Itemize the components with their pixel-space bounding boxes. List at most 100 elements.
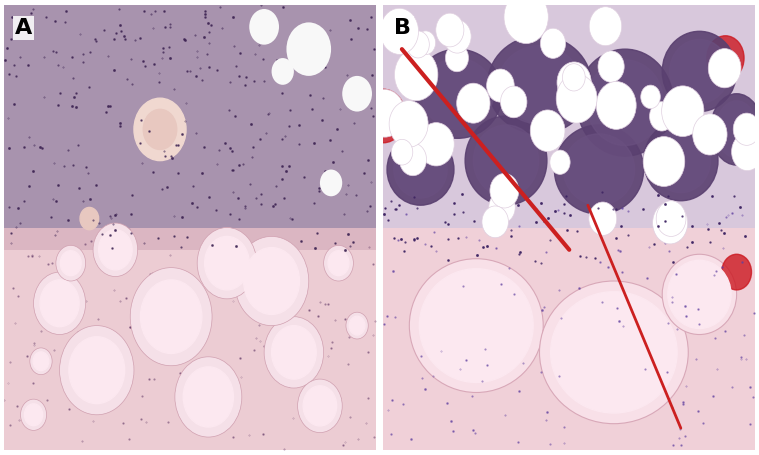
Circle shape [235, 237, 309, 326]
Circle shape [59, 326, 134, 415]
Circle shape [320, 170, 342, 196]
Circle shape [346, 312, 368, 339]
Circle shape [323, 245, 354, 281]
Ellipse shape [587, 60, 663, 146]
Circle shape [562, 79, 587, 110]
Ellipse shape [551, 292, 677, 413]
Circle shape [641, 85, 660, 109]
Circle shape [80, 207, 99, 230]
Circle shape [389, 101, 428, 147]
Ellipse shape [577, 49, 673, 156]
Circle shape [708, 49, 741, 88]
Circle shape [93, 223, 137, 277]
Circle shape [693, 114, 727, 155]
Circle shape [272, 326, 317, 379]
Circle shape [365, 90, 405, 137]
Circle shape [557, 62, 591, 103]
Ellipse shape [387, 134, 454, 205]
Ellipse shape [669, 39, 729, 104]
Circle shape [298, 379, 342, 433]
Circle shape [60, 251, 81, 276]
Circle shape [134, 98, 186, 161]
Circle shape [589, 202, 617, 236]
Ellipse shape [716, 101, 757, 158]
Circle shape [392, 139, 413, 165]
Circle shape [489, 192, 515, 223]
Circle shape [197, 228, 257, 299]
Circle shape [40, 280, 79, 327]
Circle shape [443, 20, 471, 53]
Ellipse shape [644, 121, 718, 201]
Circle shape [99, 230, 132, 270]
Circle shape [662, 86, 704, 136]
Circle shape [487, 69, 515, 102]
Circle shape [540, 28, 565, 58]
Circle shape [244, 248, 300, 314]
Polygon shape [4, 5, 376, 250]
Ellipse shape [409, 259, 543, 393]
Circle shape [143, 109, 177, 149]
Circle shape [457, 83, 490, 123]
Circle shape [33, 272, 86, 334]
Circle shape [131, 268, 212, 366]
Text: B: B [395, 18, 411, 38]
Circle shape [56, 245, 86, 281]
Bar [376, 0, 383, 455]
Circle shape [205, 237, 249, 290]
Ellipse shape [394, 141, 447, 198]
Ellipse shape [540, 281, 688, 424]
Circle shape [722, 254, 751, 290]
Ellipse shape [498, 46, 581, 124]
Ellipse shape [465, 116, 547, 205]
Circle shape [504, 0, 548, 44]
Circle shape [380, 8, 418, 55]
Ellipse shape [420, 269, 533, 383]
Circle shape [33, 352, 49, 371]
Circle shape [598, 51, 624, 82]
Circle shape [272, 58, 294, 85]
Circle shape [650, 102, 674, 131]
Circle shape [395, 49, 438, 101]
Ellipse shape [662, 31, 736, 111]
Circle shape [482, 206, 509, 238]
Circle shape [286, 22, 331, 76]
Ellipse shape [651, 128, 710, 193]
Circle shape [407, 31, 430, 58]
Circle shape [550, 150, 570, 174]
Circle shape [500, 86, 527, 118]
Polygon shape [383, 228, 755, 450]
Circle shape [732, 133, 759, 171]
Circle shape [556, 74, 597, 123]
Circle shape [303, 386, 337, 426]
Ellipse shape [474, 125, 539, 196]
Circle shape [140, 280, 202, 354]
Circle shape [24, 404, 43, 426]
Circle shape [707, 36, 744, 81]
Circle shape [733, 113, 759, 145]
Circle shape [20, 399, 46, 430]
Ellipse shape [668, 260, 731, 329]
Ellipse shape [413, 49, 502, 138]
Circle shape [589, 7, 622, 46]
Polygon shape [383, 5, 755, 250]
Circle shape [30, 348, 52, 374]
Ellipse shape [487, 36, 591, 134]
Circle shape [416, 31, 436, 55]
Circle shape [446, 44, 468, 72]
Circle shape [69, 337, 124, 404]
Ellipse shape [662, 254, 736, 334]
Ellipse shape [554, 125, 644, 214]
Polygon shape [4, 228, 376, 450]
Circle shape [264, 317, 323, 388]
Circle shape [183, 367, 234, 427]
Ellipse shape [422, 58, 493, 129]
Circle shape [436, 13, 464, 47]
Circle shape [657, 201, 686, 237]
Ellipse shape [563, 134, 635, 205]
Circle shape [349, 316, 365, 335]
Circle shape [342, 76, 372, 111]
Circle shape [597, 81, 636, 129]
Circle shape [418, 122, 454, 166]
Circle shape [490, 173, 518, 208]
Circle shape [653, 202, 688, 244]
